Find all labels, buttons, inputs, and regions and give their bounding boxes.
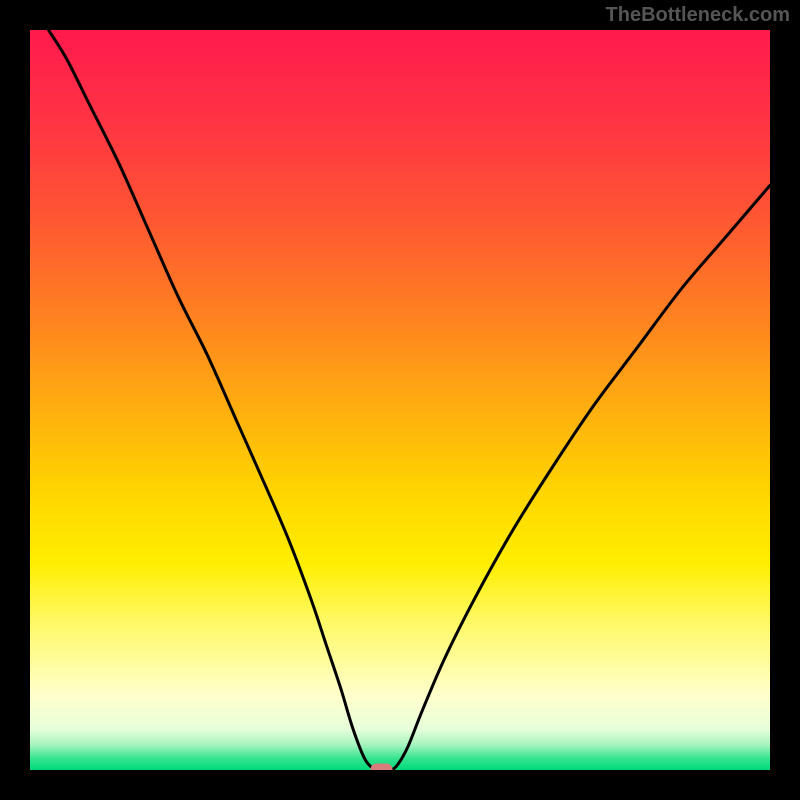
chart-container: TheBottleneck.com [0,0,800,800]
plot-background [30,30,770,770]
bottleneck-chart [0,0,800,800]
watermark-text: TheBottleneck.com [606,4,790,27]
